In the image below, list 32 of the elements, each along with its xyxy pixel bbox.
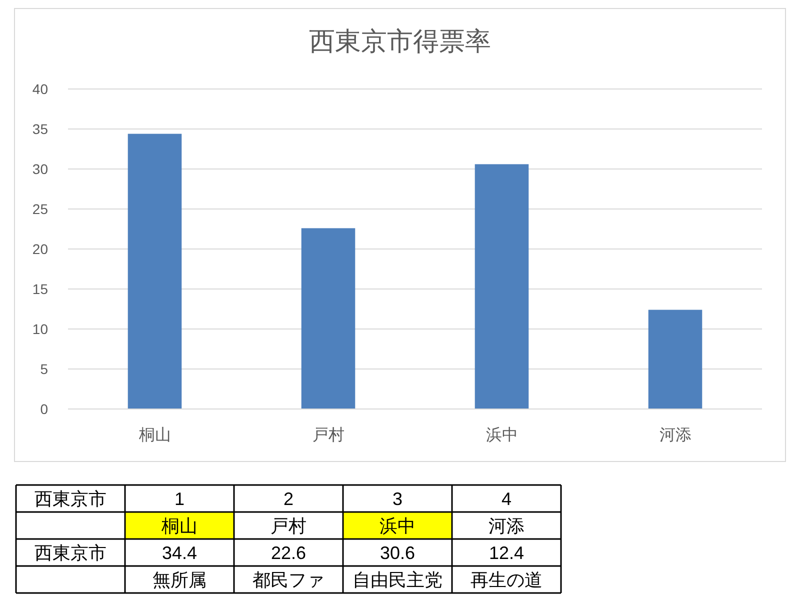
text: 都民ファ [252, 570, 324, 590]
text: 2 [283, 489, 294, 509]
y-tick-label: 30 [32, 160, 48, 177]
text: 西東京市 [34, 543, 106, 563]
x-tick-label: 河添 [659, 427, 692, 444]
y-tick-label: 35 [32, 120, 48, 137]
text: 12.4 [488, 543, 524, 563]
text: 30.6 [380, 543, 416, 563]
y-tick-label: 5 [40, 360, 48, 377]
text: 再生の道 [470, 570, 542, 590]
category-label: 河添 [488, 516, 524, 536]
category-label: 浜中 [380, 516, 416, 536]
chart-title: 西東京市得票率 [309, 26, 491, 56]
y-tick-label: 25 [32, 200, 48, 217]
text: 1 [174, 489, 185, 509]
text: 34.4 [162, 543, 198, 563]
y-tick-label: 0 [40, 400, 48, 417]
text: 3 [392, 489, 403, 509]
category-label: 戸村 [270, 516, 306, 536]
y-tick-label: 10 [32, 320, 48, 337]
text: 4 [501, 489, 512, 509]
y-tick-label: 40 [32, 80, 48, 97]
x-tick-label: 戸村 [312, 426, 344, 444]
x-tick-label: 浜中 [486, 426, 518, 444]
category-label: 桐山 [162, 516, 198, 536]
y-tick-label: 20 [32, 240, 48, 257]
text: 22.6 [270, 543, 306, 563]
text: 無所属 [152, 570, 206, 590]
text: 自由民主党 [352, 570, 442, 590]
x-tick-label: 桐山 [138, 426, 171, 444]
y-tick-label: 15 [32, 280, 48, 297]
text: 西東京市 [34, 489, 106, 509]
